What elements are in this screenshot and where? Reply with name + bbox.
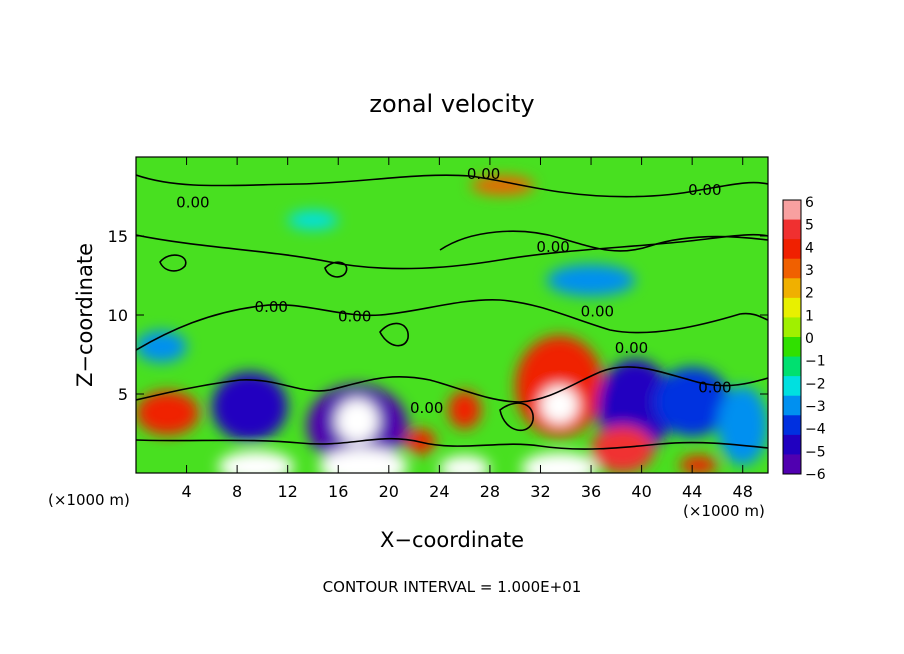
x-tick-label: 36 (581, 482, 601, 501)
x-tick-label: 24 (429, 482, 449, 501)
colorbar-tick-label: 4 (805, 240, 814, 256)
field-blob (717, 386, 768, 466)
plot-area: 0.000.000.000.000.000.00 0.000.000.000.00 (136, 157, 768, 473)
contour-line (499, 402, 534, 432)
y-axis-label: Z−coordinate (73, 243, 97, 387)
y-tick-label: 15 (108, 227, 128, 246)
contour-label: 0.00 (467, 165, 500, 183)
x-tick-label: 32 (530, 482, 550, 501)
field-blob (211, 371, 288, 442)
x-tick-label: 40 (631, 482, 651, 501)
x-axis-label: X−coordinate (380, 528, 524, 552)
contour-line (439, 230, 768, 252)
x-tick-label: 16 (328, 482, 348, 501)
contour-label: 0.00 (536, 238, 569, 256)
y-axis-ticks: 5 10 15 (108, 227, 768, 404)
colorbar-tick-label: −3 (805, 399, 826, 415)
contour-line (136, 299, 768, 351)
colorbar-swatch (783, 297, 801, 318)
x-tick-label: 12 (278, 482, 298, 501)
velocity-field (136, 175, 768, 473)
contour-labels: 0.000.000.000.000.000.00 0.000.000.000.00 (176, 165, 731, 417)
colorbar-swatch (783, 356, 801, 377)
field-blob (448, 390, 482, 429)
contour-line (136, 174, 768, 198)
x-tick-label: 4 (181, 482, 191, 501)
colorbar-swatch (783, 200, 801, 221)
colorbar-tick-label: 3 (805, 263, 814, 279)
field-blob (335, 398, 379, 443)
colorbar-swatch (783, 258, 801, 279)
contour-label: 0.00 (698, 378, 731, 396)
field-blob (470, 175, 535, 195)
colorbar-tick-label: −4 (805, 422, 826, 438)
contour-label: 0.00 (255, 298, 288, 316)
colorbar-tick-label: 1 (805, 308, 814, 324)
colorbar: 6 5 4 3 2 1 0 −1 −2 −3 −4 −5 −6 (782, 195, 826, 483)
x-tick-label: 44 (682, 482, 702, 501)
colorbar-tick-label: 5 (805, 218, 814, 234)
colorbar-tick-label: 6 (805, 195, 814, 211)
colorbar-frame (782, 199, 802, 475)
colorbar-tick-label: −6 (805, 467, 826, 483)
colorbar-tick-label: 0 (805, 331, 814, 347)
x-tick-label: 8 (232, 482, 242, 501)
contour-label: 0.00 (688, 181, 721, 199)
contour-line (159, 254, 187, 272)
colorbar-tick-label: −2 (805, 376, 826, 392)
field-blob (218, 450, 294, 473)
zero-contours (136, 174, 768, 450)
x-unit-right: (×1000 m) (683, 502, 765, 520)
field-blob (439, 455, 490, 473)
field-blob (521, 452, 598, 473)
colorbar-swatch (783, 395, 801, 416)
field-blob (546, 264, 636, 297)
colorbar-swatch (783, 317, 801, 338)
colorbar-tick-label: −1 (805, 354, 826, 370)
contour-line (136, 366, 768, 403)
field-blob (136, 390, 200, 436)
contour-line (136, 233, 768, 270)
colorbar-swatch (783, 434, 801, 455)
colorbar-tick-label: 2 (805, 286, 814, 302)
contour-interval-note: CONTOUR INTERVAL = 1.000E+01 (323, 578, 582, 596)
x-tick-label: 28 (480, 482, 500, 501)
colorbar-swatch (783, 376, 801, 397)
colorbar-swatch (783, 239, 801, 260)
x-tick-label: 48 (733, 482, 753, 501)
y-tick-label: 5 (118, 385, 128, 404)
y-tick-label: 10 (108, 306, 128, 325)
colorbar-swatch (783, 219, 801, 240)
field-blob (679, 455, 718, 473)
colorbar-swatch (783, 278, 801, 299)
colorbar-tick-label: −5 (805, 444, 826, 460)
field-blob (319, 447, 408, 473)
colorbar-swatch (783, 415, 801, 436)
contour-label: 0.00 (338, 307, 371, 325)
field-blob (591, 425, 655, 473)
chart-title: zonal velocity (369, 90, 534, 118)
contour-label: 0.00 (581, 303, 614, 321)
contour-label: 0.00 (176, 194, 209, 212)
x-axis-ticks: 4 8 12 16 20 24 28 32 36 40 44 48 (181, 157, 753, 501)
contour-line (379, 322, 409, 347)
contour-line (136, 437, 768, 450)
field-blob (136, 330, 187, 363)
field-blob (287, 210, 339, 230)
contour-line (324, 261, 348, 278)
x-unit-left: (×1000 m) (48, 491, 130, 509)
colorbar-swatch (783, 337, 801, 358)
colorbar-swatch (783, 454, 801, 475)
contour-label: 0.00 (615, 339, 648, 357)
contour-label: 0.00 (410, 399, 443, 417)
x-tick-label: 20 (379, 482, 399, 501)
